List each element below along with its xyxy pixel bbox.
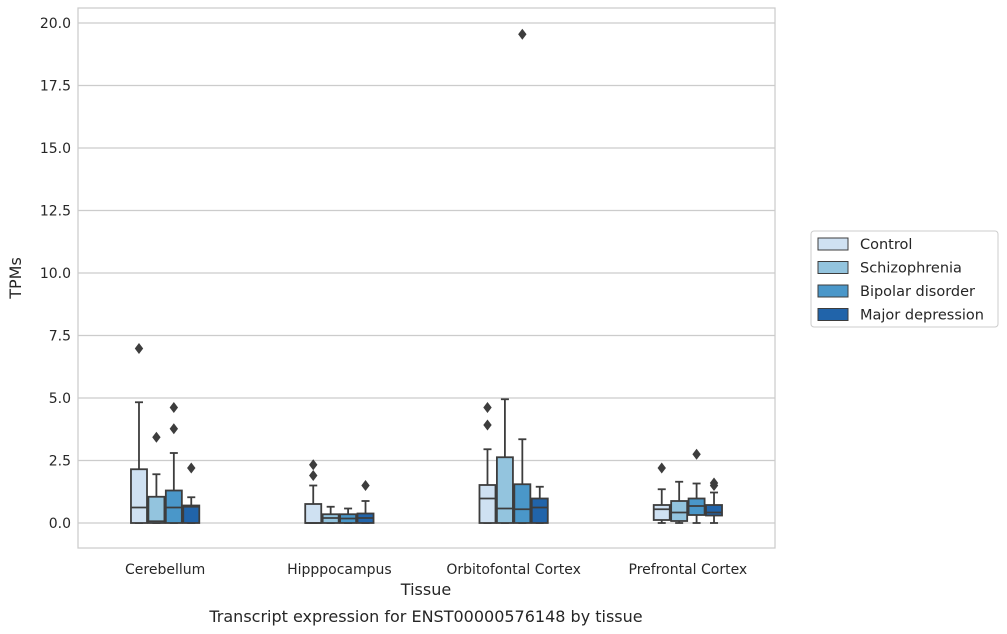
outlier-point bbox=[692, 448, 701, 460]
legend-frame bbox=[810, 230, 999, 328]
legend-swatch bbox=[817, 237, 849, 251]
box bbox=[304, 503, 323, 524]
outlier-point bbox=[309, 459, 318, 471]
outlier-point bbox=[518, 28, 527, 40]
y-tick-label: 10.0 bbox=[40, 266, 71, 282]
y-axis-label: TPMs bbox=[6, 257, 25, 300]
outlier-point bbox=[483, 419, 492, 431]
y-tick-labels: 0.0 2.5 5.0 7.5 10.0 12.5 15.0 17.5 20.0 bbox=[40, 16, 71, 532]
x-axis-label: Tissue bbox=[400, 580, 451, 599]
box-plot bbox=[513, 28, 532, 524]
legend-label: Schizophrenia bbox=[860, 261, 962, 277]
box-plot bbox=[321, 505, 340, 524]
y-tick-label: 2.5 bbox=[49, 454, 71, 470]
outlier-point bbox=[709, 477, 719, 489]
chart-title: Transcript expression for ENST0000057614… bbox=[208, 607, 642, 626]
outlier-point bbox=[361, 480, 370, 491]
outlier-point bbox=[657, 462, 666, 474]
box-plot bbox=[705, 477, 723, 524]
box-plot bbox=[652, 462, 671, 524]
box bbox=[478, 484, 497, 524]
legend-label: Control bbox=[860, 237, 912, 253]
box bbox=[513, 483, 532, 524]
legend-swatch bbox=[817, 261, 849, 274]
outlier-point bbox=[134, 343, 144, 354]
outlier-point bbox=[483, 402, 492, 413]
y-tick-label: 0.0 bbox=[49, 516, 71, 532]
box-plot bbox=[356, 480, 375, 524]
x-tick-label: Prefrontal Cortex bbox=[629, 562, 748, 578]
box-plot bbox=[478, 402, 497, 524]
outlier-point bbox=[152, 431, 161, 443]
y-tick-label: 7.5 bbox=[49, 329, 71, 345]
box-plot bbox=[687, 448, 706, 524]
box-plot bbox=[130, 343, 148, 524]
box-plots bbox=[130, 28, 723, 524]
outlier-point bbox=[169, 402, 179, 413]
box bbox=[530, 497, 549, 524]
box bbox=[147, 495, 166, 524]
box-plot bbox=[147, 431, 166, 524]
box-plot bbox=[182, 462, 201, 524]
x-tick-label: Hipppocampus bbox=[287, 562, 392, 578]
legend-label: Major depression bbox=[860, 308, 984, 324]
y-tick-label: 15.0 bbox=[40, 141, 71, 157]
box bbox=[130, 468, 148, 524]
plot-frame bbox=[77, 7, 776, 549]
box bbox=[495, 456, 514, 524]
outlier-point bbox=[309, 470, 318, 481]
y-tick-label: 5.0 bbox=[49, 391, 71, 407]
box-plot bbox=[164, 402, 183, 524]
box bbox=[670, 500, 689, 522]
box bbox=[705, 504, 723, 517]
box-plot bbox=[339, 507, 358, 524]
y-tick-label: 12.5 bbox=[40, 204, 71, 220]
x-tick-labels: Cerebellum Hipppocampus Orbitofontal Corte… bbox=[125, 562, 747, 578]
legend-label: Bipolar disorder bbox=[860, 284, 975, 300]
box-plot bbox=[530, 485, 549, 524]
legend: Control Schizophrenia Bipolar disorder Majo… bbox=[810, 230, 999, 328]
y-tick-label: 17.5 bbox=[40, 79, 71, 95]
y-tick-label: 20.0 bbox=[40, 16, 71, 32]
legend-swatch bbox=[817, 284, 849, 298]
outlier-point bbox=[187, 462, 196, 474]
box bbox=[182, 504, 201, 524]
box-plot bbox=[304, 459, 323, 524]
box-plot bbox=[670, 480, 689, 524]
x-tick-label: Cerebellum bbox=[125, 562, 205, 578]
outlier-point bbox=[169, 423, 179, 435]
box bbox=[652, 504, 671, 521]
x-tick-label: Orbitofontal Cortex bbox=[446, 562, 581, 578]
legend-swatch bbox=[817, 308, 849, 321]
box-plot bbox=[495, 398, 514, 524]
